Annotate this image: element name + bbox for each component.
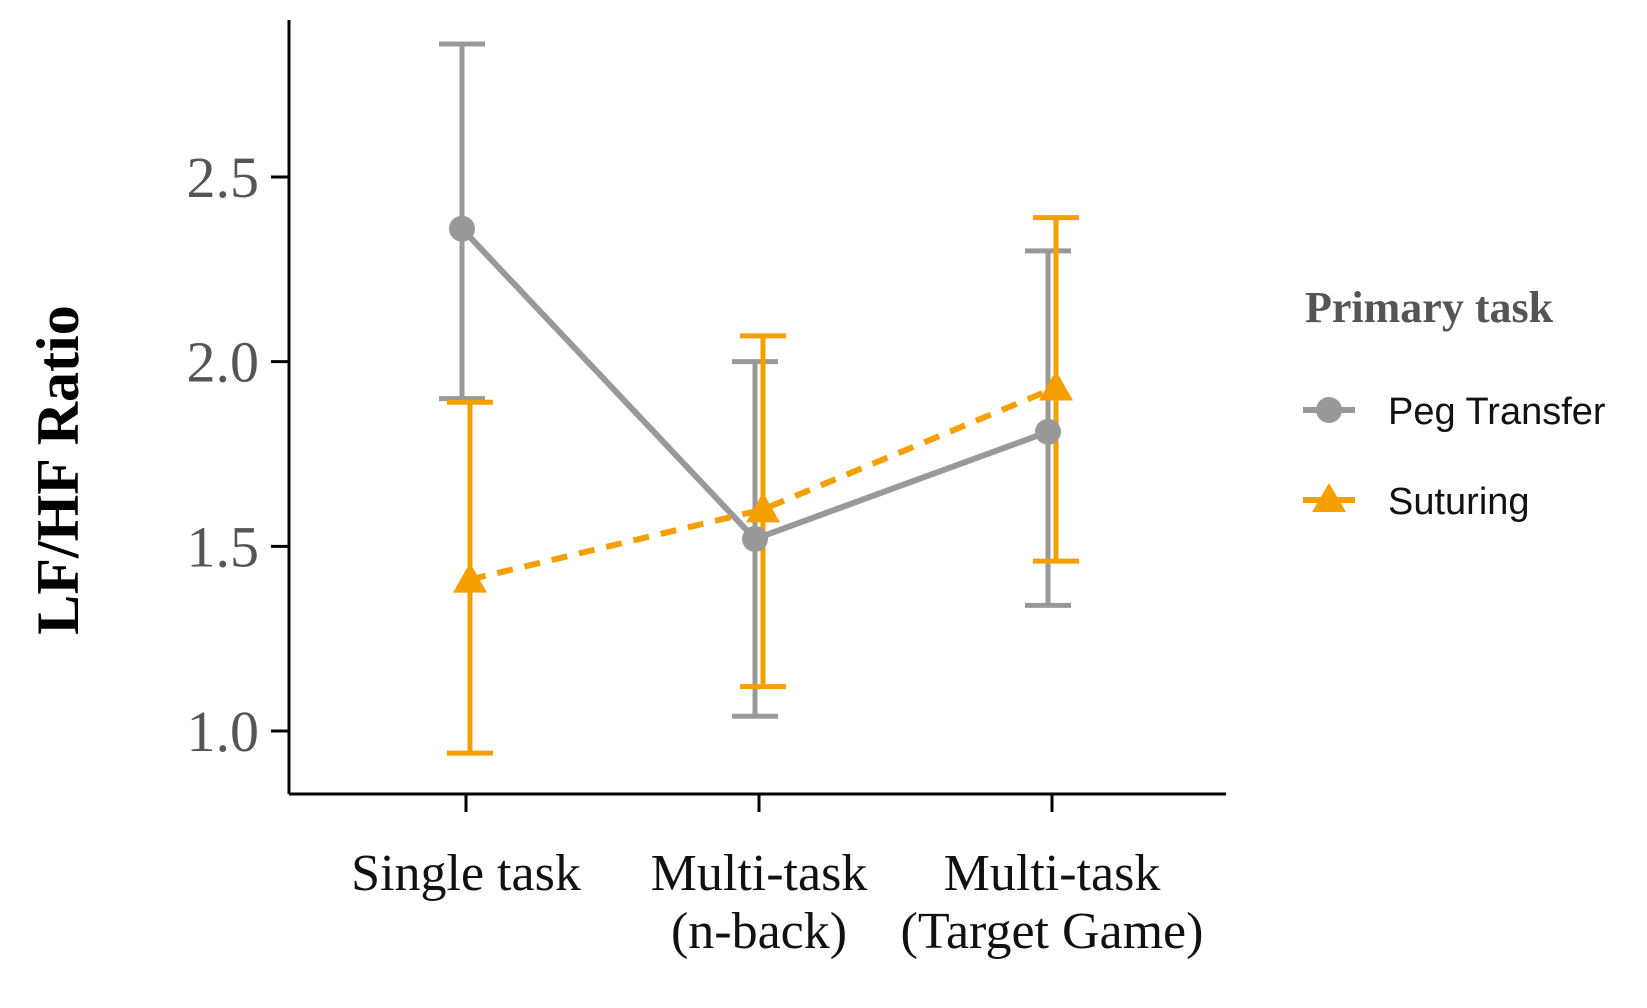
y-axis-title: LF/HF Ratio [25,305,91,634]
axes [271,20,1226,812]
data-point [746,492,780,523]
legend-entry-label: Peg Transfer [1388,391,1606,433]
legend-key-marker [1312,483,1346,512]
data-point [742,525,768,552]
data-point [1035,418,1061,445]
x-category-label-line: (Target Game) [901,903,1204,960]
y-tick-label: 2.5 [187,145,260,210]
y-tick-label: 1.0 [187,699,260,764]
error-bars [439,41,1079,756]
data-point [453,562,487,593]
legend-title: Primary task [1305,283,1554,332]
data-point [449,215,475,242]
x-category-label-line: Multi-task [651,845,868,902]
legend: Primary task Peg Transfer Suturing [1303,283,1606,523]
x-category-label: Multi-task (n-back) [651,845,868,960]
data-point [1039,370,1073,401]
tick-labels: 1.0 1.5 2.0 2.5 [187,145,260,764]
x-category-label-line: Multi-task [944,845,1161,902]
x-category-label: Single task [351,845,581,902]
x-category-label: Multi-task (Target Game) [901,845,1204,960]
series-markers [449,215,1073,593]
category-labels: Single task Multi-task (n-back)Multi-task(… [351,845,1203,960]
series-line [469,384,1058,583]
y-tick-label: 1.5 [187,514,260,579]
x-category-label-line: Single task [351,845,581,902]
y-axis-title-group: LF/HF Ratio [25,305,91,634]
x-category-label-line: (n-back) [671,903,847,960]
legend-key-marker [1316,397,1342,423]
y-tick-label: 2.0 [187,330,260,395]
legend-entry-label: Suturing [1388,481,1530,523]
